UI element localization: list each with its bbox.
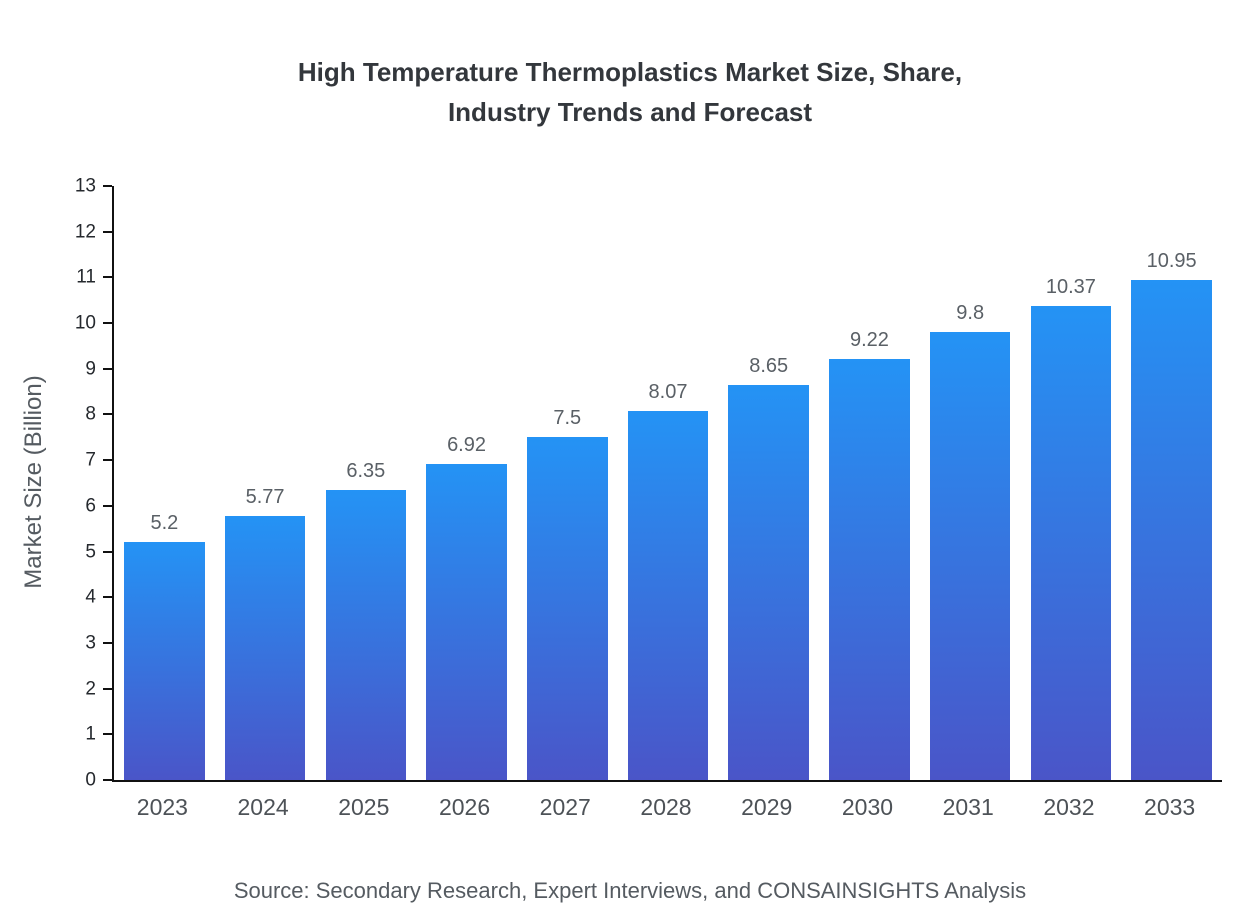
y-tick-label: 9: [85, 358, 96, 380]
x-tick-label: 2026: [438, 794, 491, 820]
y-tick-mark: [103, 230, 112, 233]
x-tick-label: 2023: [136, 794, 188, 820]
bar-value-label: 8.65: [749, 354, 789, 377]
y-tick-label: 3: [85, 632, 96, 654]
y-tick-label: 1: [85, 723, 96, 745]
y-tick-label: 0: [85, 769, 96, 791]
y-tick-mark: [103, 779, 112, 781]
y-tick-mark: [103, 459, 112, 462]
y-tick-mark: [103, 687, 112, 690]
y-tick-mark: [103, 322, 112, 325]
y-tick-label: 11: [76, 266, 96, 288]
bar-2029: [728, 384, 809, 780]
y-tick-label: 12: [74, 221, 96, 243]
bar-2030: [829, 358, 910, 780]
x-tick-label: 2029: [741, 794, 793, 820]
bar-value-label: 9.8: [956, 302, 985, 325]
x-axis-labels: 2023 2024 2025 2026 2027 2028 2029 2030 2031 2032…: [112, 794, 1220, 824]
x-tick-label: 2031: [942, 794, 994, 820]
y-tick-label: 13: [74, 175, 96, 197]
x-tick-label: 2028: [640, 794, 692, 820]
bar-2023: [124, 542, 205, 780]
bar-value-label: 5.77: [245, 486, 285, 509]
bar-2025: [325, 489, 407, 780]
bar-value-label: 10.37: [1045, 276, 1096, 299]
y-tick-mark: [103, 504, 112, 507]
y-tick-label: 5: [85, 541, 96, 563]
plot-area: 0 1 2 3 4 5 6 7 8 9 10 11 12 13 5.2 5.77 6.35 6.92 7.5 8.07…: [75, 177, 1222, 790]
bar-value-label: 7.5: [553, 407, 582, 430]
y-tick-label: 7: [85, 449, 96, 471]
chart-title: High Temperature Thermoplastics Market S…: [297, 57, 963, 127]
y-tick-mark: [103, 641, 112, 644]
y-tick-mark: [103, 367, 112, 370]
x-tick-label: 2024: [237, 794, 289, 820]
bar-2031: [929, 332, 1011, 780]
y-tick-label: 6: [85, 495, 96, 517]
bar-value-label: 8.07: [648, 381, 688, 404]
y-tick-mark: [103, 413, 112, 416]
bar-value-label: 6.92: [447, 433, 486, 456]
bar-2028: [627, 411, 709, 780]
bar-2027: [526, 437, 608, 780]
y-tick-mark: [103, 185, 112, 187]
y-tick-label: 2: [85, 678, 96, 700]
bar-2033: [1131, 279, 1212, 780]
bar-2026: [426, 463, 507, 780]
x-tick-label: 2027: [539, 794, 591, 820]
x-tick-label: 2033: [1144, 794, 1196, 820]
y-tick-mark: [103, 276, 112, 279]
bar-2024: [224, 516, 306, 780]
bar-2032: [1030, 306, 1112, 780]
bar-value-label: 5.2: [150, 512, 179, 535]
y-tick-mark: [103, 550, 112, 553]
source-caption: Source: Secondary Research, Expert Inter…: [233, 878, 1027, 903]
bar-value-label: 6.35: [346, 459, 386, 482]
x-tick-label: 2032: [1043, 794, 1095, 820]
y-tick-mark: [103, 596, 112, 599]
bar-value-label: 9.22: [849, 328, 889, 351]
bar-value-label: 10.95: [1146, 249, 1197, 272]
x-tick-label: 2030: [841, 794, 894, 820]
y-tick-label: 4: [85, 586, 96, 608]
y-tick-label: 10: [74, 312, 96, 334]
y-tick-mark: [103, 733, 112, 736]
y-axis-title: Market Size (Billion): [20, 375, 47, 589]
y-tick-label: 8: [85, 403, 96, 425]
x-tick-label: 2025: [338, 794, 390, 820]
